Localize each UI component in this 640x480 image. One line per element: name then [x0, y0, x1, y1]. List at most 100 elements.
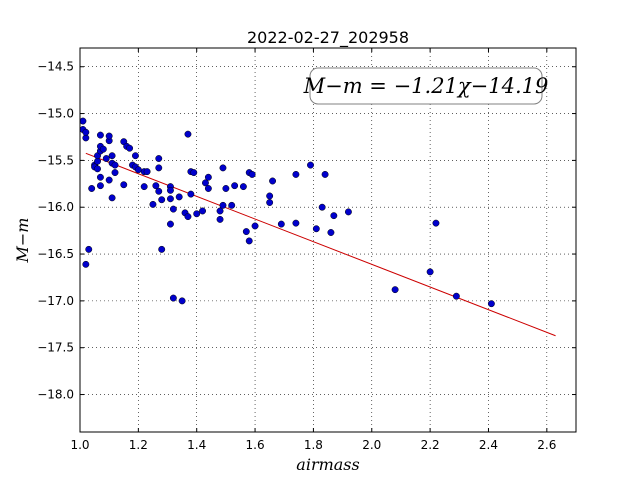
data-point — [187, 190, 195, 198]
data-point — [219, 201, 227, 209]
data-point — [251, 222, 259, 230]
data-point — [277, 220, 285, 228]
data-point — [231, 182, 239, 190]
data-point — [312, 225, 320, 233]
axis-ticks — [79, 48, 576, 432]
data-point — [216, 207, 224, 215]
data-point — [292, 219, 300, 227]
y-tick-label: −14.5 — [37, 60, 74, 74]
x-tick-label: 1.6 — [246, 438, 265, 452]
data-point — [108, 152, 116, 160]
data-point — [169, 205, 177, 213]
data-point — [190, 169, 198, 177]
data-point — [266, 199, 274, 206]
data-point — [175, 193, 183, 201]
data-point — [321, 170, 329, 178]
data-point — [184, 213, 192, 221]
data-point — [307, 161, 314, 169]
data-point — [269, 177, 277, 185]
x-tick-label: 2.2 — [421, 438, 440, 452]
data-point — [134, 166, 142, 174]
data-point — [292, 170, 300, 178]
data-point — [155, 155, 163, 162]
y-tick-label: −18.0 — [37, 388, 74, 402]
data-point — [248, 170, 256, 178]
fit-line — [85, 152, 556, 337]
data-point — [105, 176, 113, 184]
data-point — [266, 192, 274, 200]
data-point — [85, 245, 93, 253]
data-point — [105, 132, 113, 140]
plot-frame — [79, 47, 577, 433]
y-tick-label: −16.0 — [37, 200, 74, 214]
data-point — [239, 183, 247, 191]
data-point — [193, 210, 201, 218]
data-point — [82, 260, 90, 268]
data-point — [79, 117, 87, 125]
data-point — [149, 200, 157, 208]
data-point — [96, 173, 104, 181]
data-point — [158, 196, 166, 204]
data-point — [96, 131, 104, 139]
x-tick-labels: 1.0 1.2 1.4 1.6 1.8 2.0 2.2 2.4 2.6 — [70, 438, 556, 452]
y-tick-labels: −14.5 −15.0 −15.5 −16.0 −16.5 −17.0 −17.5 −18.0 — [37, 60, 74, 402]
annotation-text: M−m = −1.21χ−14.19 — [303, 74, 549, 98]
data-point — [318, 203, 326, 211]
data-point — [426, 268, 434, 276]
data-point — [143, 168, 151, 176]
grid — [80, 48, 576, 432]
data-point — [166, 195, 174, 203]
data-point — [155, 164, 163, 172]
y-tick-label: −15.5 — [37, 153, 74, 167]
data-point — [344, 208, 352, 216]
data-point — [242, 228, 250, 236]
data-point — [330, 212, 338, 220]
data-point — [120, 181, 128, 189]
x-tick-label: 1.8 — [304, 438, 323, 452]
data-points — [79, 117, 495, 308]
annotation-box — [309, 67, 543, 105]
data-point — [158, 245, 166, 253]
x-tick-label: 2.6 — [537, 438, 556, 452]
data-point — [166, 220, 174, 228]
data-point — [140, 183, 148, 191]
data-point — [166, 186, 174, 194]
data-point — [391, 286, 399, 294]
x-tick-label: 1.2 — [129, 438, 148, 452]
chart-title: 2022-02-27_202958 — [247, 28, 409, 48]
data-point — [199, 207, 206, 215]
data-point — [94, 165, 101, 173]
data-point — [216, 215, 224, 223]
x-tick-label: 1.0 — [70, 438, 89, 452]
y-axis-label: M−m — [13, 218, 32, 264]
data-point — [111, 161, 119, 169]
data-point — [96, 182, 104, 190]
data-point — [228, 201, 236, 209]
data-point — [152, 182, 160, 190]
data-point — [432, 219, 440, 227]
data-point — [155, 187, 163, 195]
x-tick-label: 2.4 — [479, 438, 498, 452]
x-axis-label: airmass — [296, 455, 359, 474]
data-point — [131, 152, 139, 160]
data-point — [169, 294, 177, 302]
x-tick-label: 2.0 — [362, 438, 381, 452]
data-point — [487, 300, 495, 308]
x-tick-label: 1.4 — [187, 438, 206, 452]
data-point — [222, 185, 230, 192]
fit-annotation: M−m = −1.21χ−14.19 — [303, 67, 549, 105]
data-point — [99, 145, 107, 153]
data-point — [327, 229, 335, 236]
data-point — [88, 185, 96, 192]
data-point — [184, 130, 192, 138]
data-point — [245, 237, 253, 245]
data-point — [219, 164, 227, 172]
data-point — [452, 292, 460, 300]
data-point — [111, 169, 119, 177]
data-point — [178, 297, 186, 305]
data-point — [204, 173, 212, 181]
data-point — [108, 194, 116, 202]
data-point — [102, 155, 110, 162]
y-tick-label: −17.5 — [37, 341, 74, 355]
